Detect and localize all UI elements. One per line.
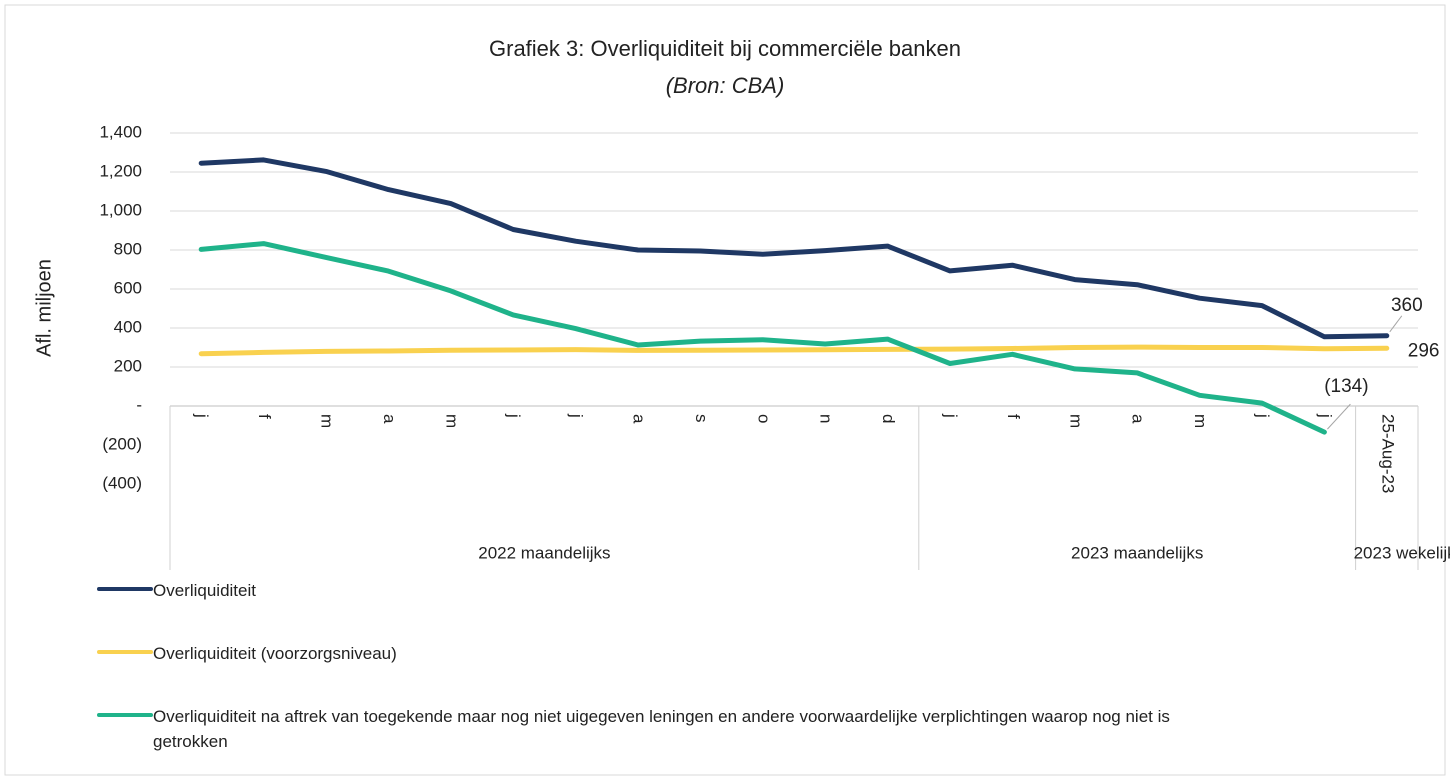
y-tick-label: 1,400: [99, 122, 142, 141]
x-tick-label: s: [692, 414, 711, 423]
legend-label: Overliquiditeit: [153, 581, 256, 600]
x-tick-label: m: [442, 414, 461, 428]
y-tick-label: 400: [114, 317, 142, 336]
x-tick-label: m: [318, 414, 337, 428]
x-tick-label: a: [1129, 414, 1148, 424]
x-tick-label: n: [817, 414, 836, 423]
y-tick-label: 200: [114, 356, 142, 375]
x-tick-label: j: [193, 413, 212, 418]
series-line: [198, 157, 1390, 340]
legend: Overliquiditeit Overliquiditeit (voorzorg…: [97, 578, 1197, 780]
data-label: 360: [1391, 295, 1423, 316]
x-tick-label: o: [754, 414, 773, 423]
chart-subtitle: (Bron: CBA): [666, 73, 785, 98]
group-label: 2022 maandelijks: [478, 543, 610, 562]
x-tick-label: 25-Aug-23: [1378, 414, 1397, 493]
series-line: [198, 241, 1327, 435]
legend-label: Overliquiditeit na aftrek van toegekende…: [153, 707, 1170, 751]
y-tick-label: 1,200: [99, 161, 142, 180]
legend-item: Overliquiditeit: [97, 578, 1197, 603]
y-tick-label: 600: [114, 278, 142, 297]
legend-item: Overliquiditeit (voorzorgsniveau): [97, 641, 1197, 666]
series-line: [198, 344, 1390, 357]
x-tick-label: j: [505, 413, 524, 418]
data-label: 296: [1408, 340, 1440, 361]
y-tick-label: (200): [102, 434, 142, 453]
x-tick-label: d: [879, 414, 898, 423]
legend-item: Overliquiditeit na aftrek van toegekende…: [97, 704, 1197, 754]
group-label: 2023 maandelijks: [1071, 543, 1203, 562]
x-tick-label: f: [255, 414, 274, 419]
legend-swatch: [97, 587, 153, 591]
y-tick-label: (400): [102, 473, 142, 492]
x-tick-label: a: [630, 414, 649, 424]
x-tick-label: j: [567, 413, 586, 418]
data-label: (134): [1324, 376, 1368, 397]
legend-swatch: [97, 713, 153, 717]
y-tick-label: -: [136, 395, 142, 414]
y-axis-label: Afl. miljoen: [33, 259, 55, 357]
x-tick-label: f: [1004, 414, 1023, 419]
leader-line: [1389, 315, 1403, 333]
x-tick-label: j: [1254, 413, 1273, 418]
y-tick-label: 1,000: [99, 200, 142, 219]
leader-line: [1327, 403, 1351, 430]
x-tick-label: j: [1316, 413, 1335, 418]
y-tick-label: 800: [114, 239, 142, 258]
group-label: 2023 wekelijks: [1354, 543, 1450, 562]
x-tick-label: m: [1191, 414, 1210, 428]
x-tick-label: m: [1066, 414, 1085, 428]
chart-title: Grafiek 3: Overliquiditeit bij commercië…: [489, 36, 961, 61]
legend-swatch: [97, 650, 153, 654]
legend-label: Overliquiditeit (voorzorgsniveau): [153, 644, 397, 663]
x-tick-label: j: [942, 413, 961, 418]
x-tick-label: a: [380, 414, 399, 424]
